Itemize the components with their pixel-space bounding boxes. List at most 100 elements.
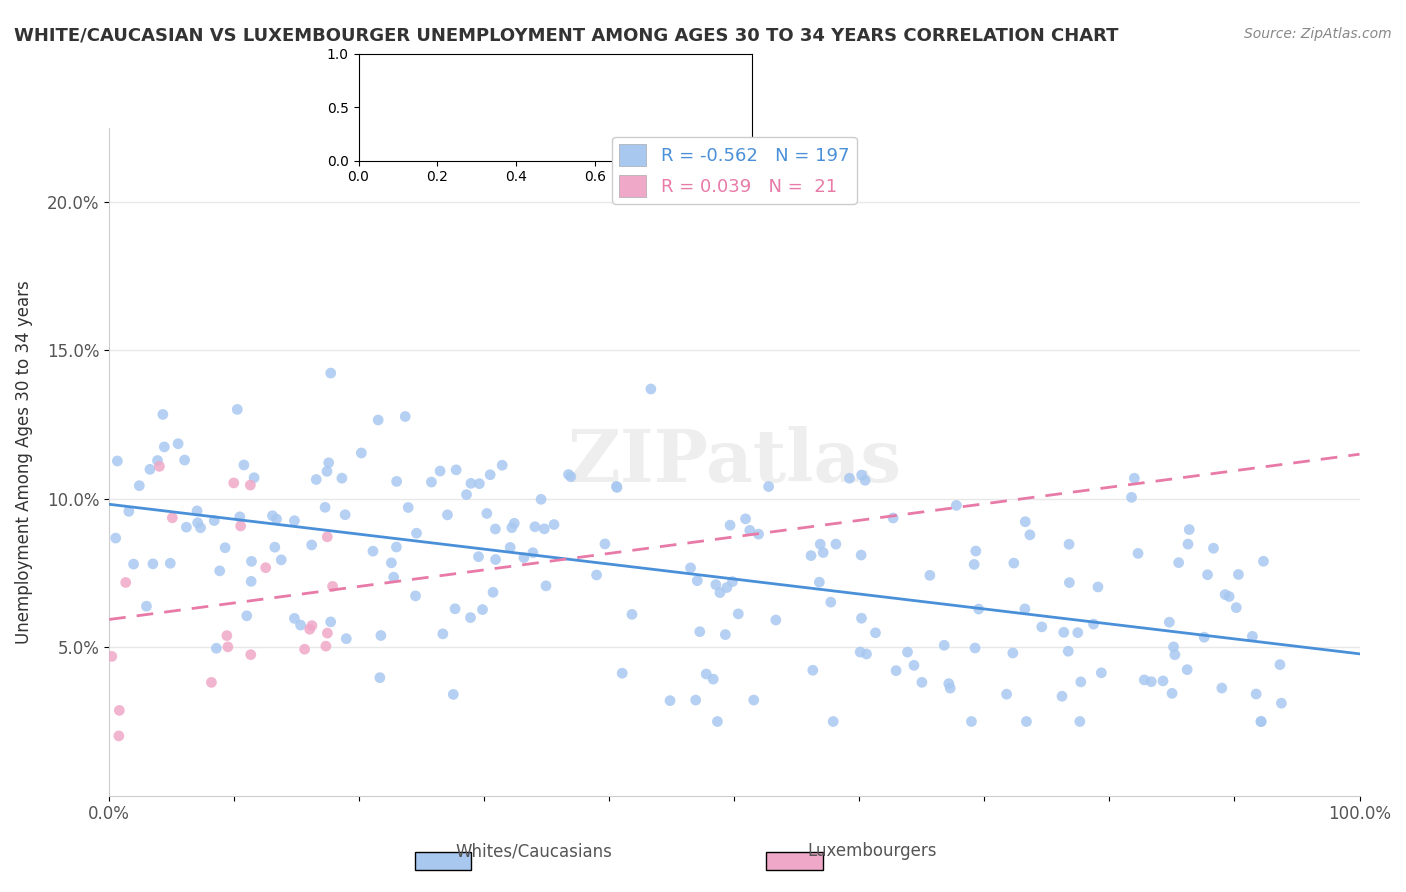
Text: Luxembourgers: Luxembourgers (807, 842, 936, 860)
Text: ZIPatlas: ZIPatlas (567, 426, 901, 497)
Point (1133, 673, 1156, 687)
Point (884, 664, 907, 678)
Point (1121, 491, 1143, 505)
Point (208, 564, 231, 578)
Point (1164, 648, 1187, 662)
Point (1167, 556, 1189, 570)
Point (1059, 575, 1081, 590)
Point (405, 589, 427, 603)
Point (1123, 471, 1146, 485)
Point (460, 476, 482, 491)
Point (1014, 602, 1036, 616)
Point (742, 693, 765, 707)
Point (167, 436, 190, 450)
Point (593, 537, 616, 551)
Point (851, 468, 873, 483)
Point (945, 499, 967, 513)
Point (1031, 620, 1053, 634)
Point (851, 611, 873, 625)
Point (382, 570, 405, 584)
Point (585, 568, 607, 582)
Point (1083, 617, 1105, 632)
Point (380, 556, 402, 570)
Point (543, 517, 565, 532)
Point (896, 645, 918, 659)
Point (491, 458, 513, 473)
Point (368, 671, 391, 685)
Point (385, 540, 408, 554)
Point (718, 518, 741, 533)
Point (640, 382, 662, 396)
Point (482, 585, 505, 599)
Point (471, 602, 494, 616)
Point (484, 522, 506, 536)
Point (903, 658, 925, 673)
Point (385, 475, 408, 489)
Point (853, 473, 876, 487)
Point (456, 487, 478, 501)
Point (1192, 630, 1215, 644)
Point (226, 402, 249, 417)
Point (283, 514, 305, 528)
Point (995, 687, 1018, 701)
Point (108, 703, 131, 717)
Point (808, 575, 831, 590)
Point (965, 544, 987, 558)
Point (294, 642, 316, 657)
Point (1014, 515, 1036, 529)
Point (704, 577, 727, 591)
Point (190, 521, 212, 535)
Legend: R = -0.562   N = 197, R = 0.039   N =  21: R = -0.562 N = 197, R = 0.039 N = 21 (612, 136, 856, 204)
Point (765, 613, 787, 627)
Point (685, 693, 707, 707)
Point (686, 574, 709, 588)
Point (1057, 537, 1080, 551)
Point (823, 714, 845, 729)
Point (1250, 714, 1272, 729)
Point (820, 595, 842, 609)
Point (128, 478, 150, 492)
Point (1057, 644, 1080, 658)
Point (849, 645, 872, 659)
Point (467, 549, 489, 564)
Point (695, 667, 717, 681)
Point (706, 714, 728, 729)
Point (1067, 625, 1090, 640)
Y-axis label: Unemployment Among Ages 30 to 34 years: Unemployment Among Ages 30 to 34 years (15, 280, 32, 643)
Point (319, 615, 342, 629)
Point (965, 640, 987, 655)
Point (301, 618, 323, 632)
Point (105, 454, 128, 468)
Point (1178, 523, 1201, 537)
Point (298, 622, 321, 636)
Point (214, 541, 236, 555)
Point (808, 537, 831, 551)
Point (243, 471, 266, 485)
Point (934, 638, 956, 652)
Point (429, 464, 451, 478)
Text: Whites/Caucasians: Whites/Caucasians (456, 842, 613, 860)
Point (501, 521, 523, 535)
Point (314, 500, 336, 515)
Point (239, 478, 262, 492)
Point (838, 471, 860, 485)
Point (148, 459, 170, 474)
Point (1050, 690, 1073, 704)
Point (262, 508, 284, 523)
Point (229, 509, 252, 524)
Point (1177, 537, 1199, 551)
Point (727, 607, 749, 621)
Point (217, 640, 239, 654)
Point (187, 516, 209, 530)
Point (229, 519, 252, 533)
Point (153, 440, 176, 454)
Point (721, 574, 744, 589)
Point (1268, 657, 1291, 672)
Point (405, 526, 427, 541)
Point (1270, 696, 1292, 710)
Point (709, 585, 731, 599)
Point (560, 469, 582, 483)
Point (263, 540, 285, 554)
Point (1163, 640, 1185, 654)
Point (1218, 590, 1240, 604)
